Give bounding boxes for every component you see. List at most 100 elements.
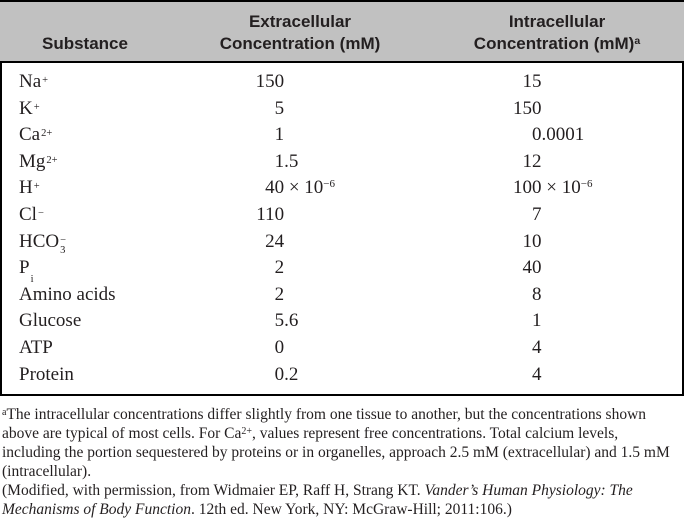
extracellular-value-cell: 0 bbox=[171, 335, 429, 362]
table-row: H +40 × 10−6 100 × 10−6 bbox=[2, 175, 682, 202]
value-integer: 2 bbox=[274, 283, 285, 305]
substance-label: Amino acids bbox=[19, 283, 116, 305]
substance-superscript: 2+ bbox=[46, 154, 58, 166]
substance-supsub: −3 bbox=[60, 234, 67, 256]
extracellular-value-cell: 40 × 10−6 bbox=[171, 175, 429, 202]
value-tail: × 10−6 bbox=[284, 175, 335, 202]
intracellular-value-cell: 1 bbox=[430, 308, 682, 335]
column-header-extracellular-line2: Concentration (mM) bbox=[219, 34, 381, 53]
value-tail: .6 bbox=[284, 308, 298, 335]
substance-cell: Glucose bbox=[2, 308, 171, 338]
intracellular-value-cell: 7 bbox=[430, 202, 682, 229]
table-body: Na +150 15 K +5 150 Ca 2+ 1 0.0001 Mg 2+ 1.5 12 H +40 ×… bbox=[0, 61, 684, 396]
substance-cell: HCO −3 bbox=[2, 229, 171, 256]
extracellular-value-cell: 5.6 bbox=[171, 308, 429, 335]
substance-subscript: 3 bbox=[60, 245, 66, 257]
header-footnote-marker: a bbox=[634, 35, 641, 47]
value-integer: 4 bbox=[532, 363, 542, 385]
footnote-segment: The intracellular concentrations differ … bbox=[2, 406, 647, 442]
intracellular-value-cell: 10 bbox=[430, 229, 682, 256]
footnote-segment: a bbox=[2, 407, 7, 418]
value-integer: 150 bbox=[513, 97, 542, 119]
extracellular-value-cell: 2 bbox=[171, 255, 429, 282]
value-tail: .0001 bbox=[542, 122, 585, 149]
column-header-substance: Substance bbox=[0, 33, 170, 55]
column-header-intracellular-line1: Intracellular bbox=[508, 12, 606, 31]
value-integer: 1 bbox=[532, 310, 542, 332]
substance-cell: ATP bbox=[2, 335, 171, 365]
value-tail: × 10−6 bbox=[541, 175, 592, 202]
footnote: aThe intracellular concentrations differ… bbox=[2, 405, 674, 481]
substance-cell: K + bbox=[2, 96, 171, 123]
value-tail-text: × 10 bbox=[284, 177, 324, 199]
substance-supsub: + bbox=[42, 75, 49, 92]
substance-superscript: + bbox=[33, 181, 40, 193]
value-integer: 40 bbox=[265, 177, 285, 199]
substance-label: Na bbox=[19, 71, 42, 92]
value-tail-text: .6 bbox=[284, 310, 299, 332]
value-tail-text: .0001 bbox=[541, 124, 585, 146]
value-integer: 1 bbox=[274, 124, 285, 146]
column-header-extracellular-line1: Extracellular bbox=[248, 12, 352, 31]
extracellular-value-cell: 0.2 bbox=[171, 362, 429, 389]
substance-label: Ca bbox=[19, 124, 41, 146]
table-row: Na +150 15 bbox=[2, 69, 682, 96]
substance-label: Cl bbox=[19, 203, 37, 225]
substance-label: HCO bbox=[19, 230, 60, 252]
table-row: Glucose 5.6 1 bbox=[2, 308, 682, 335]
value-integer: 0 bbox=[532, 124, 542, 146]
value-integer: 1 bbox=[274, 150, 285, 172]
substance-subscript: i bbox=[30, 273, 34, 285]
intracellular-value-cell: 4 bbox=[430, 362, 682, 389]
intracellular-value-cell: 4 bbox=[430, 335, 682, 362]
column-header-extracellular: Extracellular Concentration (mM) bbox=[170, 11, 430, 55]
value-integer: 10 bbox=[522, 230, 542, 252]
footnote: (Modified, with permission, from Widmaie… bbox=[2, 481, 674, 519]
footnote-segment: , values represent free concentrations. … bbox=[2, 425, 670, 480]
value-integer: 150 bbox=[255, 71, 285, 92]
extracellular-value-cell: 150 bbox=[171, 69, 429, 96]
value-exponent: −6 bbox=[323, 178, 336, 191]
substance-label: Glucose bbox=[19, 310, 82, 332]
value-integer: 5 bbox=[274, 310, 285, 332]
table-row: Protein 0.2 4 bbox=[2, 362, 682, 389]
value-integer: 110 bbox=[256, 203, 285, 225]
value-integer: 40 bbox=[522, 257, 542, 279]
value-tail: .5 bbox=[284, 149, 298, 176]
value-tail-text: × 10 bbox=[541, 177, 581, 199]
substance-superscript: + bbox=[42, 75, 49, 86]
footnote-segment: Vander’s Human Physiology: The Mechanism… bbox=[2, 482, 633, 518]
table-row: Amino acids 2 8 bbox=[2, 282, 682, 309]
value-integer: 0 bbox=[274, 336, 285, 358]
column-header-substance-label: Substance bbox=[42, 34, 128, 53]
substance-superscript: 2+ bbox=[41, 128, 53, 140]
extracellular-value-cell: 1.5 bbox=[171, 149, 429, 176]
table-row: K +5 150 bbox=[2, 96, 682, 123]
substance-supsub: i bbox=[31, 269, 34, 285]
substance-cell: H + bbox=[2, 175, 171, 202]
substance-cell: Mg 2+ bbox=[2, 149, 171, 176]
footnote-segment: (Modified, with permission, from Widmaie… bbox=[2, 482, 425, 499]
intracellular-value-cell: 8 bbox=[430, 282, 682, 309]
substance-label: Mg bbox=[19, 150, 46, 172]
substance-superscript: + bbox=[33, 101, 40, 113]
value-integer: 8 bbox=[532, 283, 542, 305]
footnotes: aThe intracellular concentrations differ… bbox=[0, 396, 680, 519]
column-header-intracellular-line2: Concentration (mM)a bbox=[474, 33, 640, 55]
substance-supsub: 2+ bbox=[41, 129, 52, 145]
substance-cell: Protein bbox=[2, 362, 171, 392]
substance-label: Protein bbox=[19, 363, 74, 385]
intracellular-value-cell: 150 bbox=[430, 96, 682, 123]
table-row: Mg 2+ 1.5 12 bbox=[2, 149, 682, 176]
extracellular-value-cell: 24 bbox=[171, 229, 429, 256]
table-row: Cl − 110 7 bbox=[2, 202, 682, 229]
substance-supsub: + bbox=[34, 182, 40, 198]
substance-cell: Cl − bbox=[2, 202, 171, 229]
substance-superscript: − bbox=[60, 234, 67, 246]
value-integer: 12 bbox=[522, 150, 542, 172]
substance-label: H bbox=[19, 177, 33, 199]
intracellular-value-cell: 40 bbox=[430, 255, 682, 282]
table-row: HCO −3 24 10 bbox=[2, 229, 682, 256]
